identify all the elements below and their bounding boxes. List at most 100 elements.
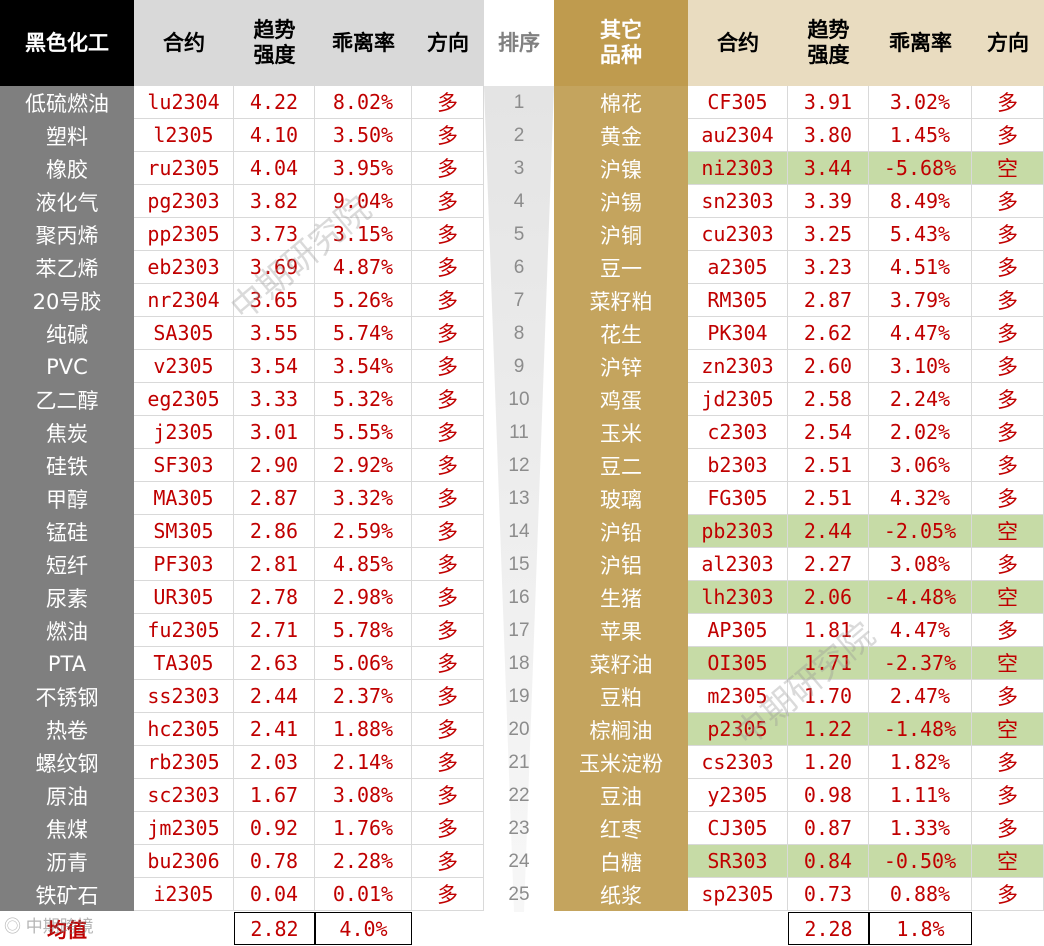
left-row-contract: ru2305: [134, 152, 234, 185]
right-row-contract: c2303: [688, 416, 788, 449]
right-row-strength: 0.98: [788, 779, 869, 812]
left-row-deviation: 5.26%: [315, 284, 412, 317]
right-row-strength: 2.06: [788, 581, 869, 614]
left-row-deviation: 5.06%: [315, 647, 412, 680]
right-row-contract: zn2303: [688, 350, 788, 383]
right-row-strength: 3.25: [788, 218, 869, 251]
right-row-strength: 3.39: [788, 185, 869, 218]
left-row-name: 塑料: [0, 119, 134, 152]
left-row-contract: TA305: [134, 647, 234, 680]
left-row-name: 原油: [0, 779, 134, 812]
right-average-strength: 2.28: [788, 912, 869, 945]
right-row-strength: 3.44: [788, 152, 869, 185]
right-row-direction: 多: [972, 482, 1044, 515]
left-row-strength: 0.04: [234, 878, 315, 911]
left-header-contract-text: 合约: [163, 30, 205, 55]
left-header-deviation-text: 乖离率: [332, 30, 395, 55]
rank-number: 17: [508, 619, 530, 641]
right-row-deviation: 1.33%: [869, 812, 972, 845]
left-row-name: 尿素: [0, 581, 134, 614]
left-row-strength: 4.10: [234, 119, 315, 152]
rank-number: 21: [508, 751, 530, 773]
left-row-contract: MA305: [134, 482, 234, 515]
left-row-deviation: 3.54%: [315, 350, 412, 383]
right-row-direction: 多: [972, 680, 1044, 713]
right-header-direction: 方向: [972, 0, 1044, 86]
left-row-direction: 多: [412, 119, 484, 152]
left-row-deviation: 3.50%: [315, 119, 412, 152]
left-table-title: 黑色化工: [0, 0, 134, 86]
left-row-direction: 多: [412, 845, 484, 878]
right-row-deviation: -1.48%: [869, 713, 972, 746]
left-row-strength: 2.41: [234, 713, 315, 746]
right-row-name: 豆一: [554, 251, 688, 284]
left-row-direction: 多: [412, 614, 484, 647]
right-row-direction: 多: [972, 119, 1044, 152]
left-row-deviation: 4.87%: [315, 251, 412, 284]
left-row-deviation: 8.02%: [315, 86, 412, 119]
right-row-deviation: -4.48%: [869, 581, 972, 614]
right-row-deviation: 4.47%: [869, 317, 972, 350]
right-row-strength: 1.81: [788, 614, 869, 647]
right-row-direction: 多: [972, 218, 1044, 251]
left-row-strength: 2.78: [234, 581, 315, 614]
left-row-direction: 多: [412, 416, 484, 449]
left-row-name: 螺纹钢: [0, 746, 134, 779]
right-row-contract: PK304: [688, 317, 788, 350]
right-row-name: 沪锡: [554, 185, 688, 218]
right-row-contract: p2305: [688, 713, 788, 746]
left-row-strength: 2.81: [234, 548, 315, 581]
right-row-direction: 空: [972, 581, 1044, 614]
right-row-strength: 2.44: [788, 515, 869, 548]
left-row-name: 硅铁: [0, 449, 134, 482]
left-row-name: 低硫燃油: [0, 86, 134, 119]
left-row-name: 聚丙烯: [0, 218, 134, 251]
right-header-strength-text: 趋势 强度: [807, 18, 850, 67]
right-row-contract: SR303: [688, 845, 788, 878]
left-header-direction: 方向: [412, 0, 484, 86]
right-row-name: 豆二: [554, 449, 688, 482]
right-header-deviation-text: 乖离率: [889, 30, 952, 55]
left-row-strength: 2.90: [234, 449, 315, 482]
left-row-direction: 多: [412, 548, 484, 581]
right-row-deviation: 2.47%: [869, 680, 972, 713]
right-row-deviation: 8.49%: [869, 185, 972, 218]
right-row-contract: CJ305: [688, 812, 788, 845]
left-row-deviation: 2.92%: [315, 449, 412, 482]
left-row-contract: ss2303: [134, 680, 234, 713]
right-row-name: 沪铅: [554, 515, 688, 548]
right-row-direction: 空: [972, 515, 1044, 548]
right-row-strength: 1.20: [788, 746, 869, 779]
left-row-contract: eb2303: [134, 251, 234, 284]
left-row-direction: 多: [412, 449, 484, 482]
left-row-strength: 3.73: [234, 218, 315, 251]
right-row-name: 棕榈油: [554, 713, 688, 746]
right-row-strength: 2.60: [788, 350, 869, 383]
right-row-direction: 多: [972, 350, 1044, 383]
left-row-name: 不锈钢: [0, 680, 134, 713]
right-row-deviation: 1.82%: [869, 746, 972, 779]
rank-number: 6: [513, 256, 525, 278]
right-row-strength: 3.91: [788, 86, 869, 119]
left-row-deviation: 5.55%: [315, 416, 412, 449]
left-row-contract: nr2304: [134, 284, 234, 317]
right-header-strength: 趋势 强度: [788, 0, 869, 86]
right-row-contract: au2304: [688, 119, 788, 152]
right-row-name: 花生: [554, 317, 688, 350]
left-row-direction: 多: [412, 218, 484, 251]
rank-number: 11: [509, 421, 529, 443]
left-row-deviation: 3.15%: [315, 218, 412, 251]
average-empty: [134, 912, 234, 945]
left-row-contract: hc2305: [134, 713, 234, 746]
left-row-contract: fu2305: [134, 614, 234, 647]
right-row-direction: 多: [972, 317, 1044, 350]
left-row-deviation: 1.76%: [315, 812, 412, 845]
rank-header: 排序: [484, 0, 554, 86]
left-row-strength: 0.78: [234, 845, 315, 878]
right-row-contract: al2303: [688, 548, 788, 581]
right-row-deviation: 3.02%: [869, 86, 972, 119]
left-row-name: 燃油: [0, 614, 134, 647]
right-row-name: 鸡蛋: [554, 383, 688, 416]
